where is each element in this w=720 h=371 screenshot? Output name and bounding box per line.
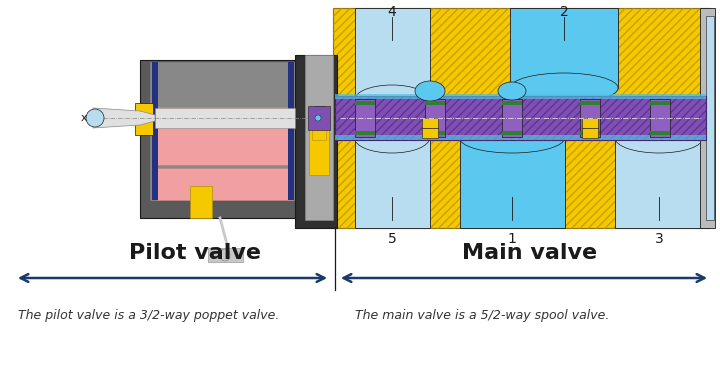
Bar bbox=[355, 8, 430, 100]
Bar bbox=[582, 128, 598, 138]
Bar bbox=[502, 131, 522, 135]
Text: Pilot valve: Pilot valve bbox=[129, 243, 261, 263]
Bar bbox=[510, 8, 618, 88]
Bar bbox=[650, 101, 670, 105]
Bar bbox=[425, 99, 445, 137]
Text: 3: 3 bbox=[654, 232, 663, 246]
Circle shape bbox=[315, 115, 321, 121]
Ellipse shape bbox=[615, 123, 703, 153]
Bar bbox=[152, 62, 158, 200]
Ellipse shape bbox=[459, 123, 564, 153]
Bar bbox=[335, 94, 706, 99]
Bar bbox=[615, 138, 703, 228]
Bar bbox=[295, 55, 337, 228]
Ellipse shape bbox=[86, 109, 104, 127]
Bar bbox=[422, 128, 438, 138]
Bar bbox=[288, 62, 294, 200]
Bar bbox=[355, 101, 375, 105]
Bar bbox=[309, 120, 329, 175]
Text: x: x bbox=[81, 113, 87, 123]
Bar bbox=[135, 103, 153, 135]
Bar bbox=[312, 110, 326, 140]
Bar bbox=[460, 138, 565, 228]
Bar bbox=[580, 99, 600, 137]
Text: The pilot valve is a 3/2-way poppet valve.: The pilot valve is a 3/2-way poppet valv… bbox=[18, 309, 279, 322]
Bar bbox=[157, 168, 292, 200]
Bar bbox=[502, 101, 522, 105]
Bar bbox=[333, 8, 710, 228]
Text: 4: 4 bbox=[387, 5, 397, 19]
Bar bbox=[502, 99, 522, 137]
Bar bbox=[582, 118, 598, 128]
Bar bbox=[305, 55, 333, 220]
Ellipse shape bbox=[415, 81, 445, 101]
Text: 5: 5 bbox=[387, 232, 397, 246]
Bar bbox=[425, 131, 445, 135]
Bar bbox=[333, 8, 710, 228]
Ellipse shape bbox=[354, 85, 430, 115]
Bar bbox=[208, 248, 243, 262]
Bar bbox=[335, 96, 706, 140]
Bar bbox=[315, 106, 325, 120]
Bar bbox=[355, 99, 375, 137]
Bar bbox=[700, 8, 715, 228]
Ellipse shape bbox=[498, 82, 526, 100]
Text: Main valve: Main valve bbox=[462, 243, 598, 263]
Bar bbox=[422, 118, 438, 128]
Bar bbox=[190, 186, 212, 218]
Bar bbox=[308, 106, 330, 130]
Polygon shape bbox=[93, 108, 155, 128]
Bar bbox=[425, 101, 445, 105]
Bar bbox=[706, 16, 714, 220]
Text: 2: 2 bbox=[559, 5, 568, 19]
Bar bbox=[335, 96, 706, 140]
Bar bbox=[650, 131, 670, 135]
Bar bbox=[650, 99, 670, 137]
Text: The main valve is a 5/2-way spool valve.: The main valve is a 5/2-way spool valve. bbox=[355, 309, 609, 322]
Ellipse shape bbox=[510, 73, 618, 103]
Bar bbox=[157, 107, 292, 165]
Bar bbox=[355, 138, 430, 228]
Bar bbox=[355, 131, 375, 135]
Text: 1: 1 bbox=[508, 232, 516, 246]
Bar bbox=[335, 135, 706, 140]
Bar bbox=[580, 101, 600, 105]
Bar bbox=[150, 62, 300, 200]
Bar bbox=[155, 108, 295, 128]
Bar bbox=[140, 60, 310, 218]
Bar bbox=[580, 131, 600, 135]
Ellipse shape bbox=[354, 123, 430, 153]
